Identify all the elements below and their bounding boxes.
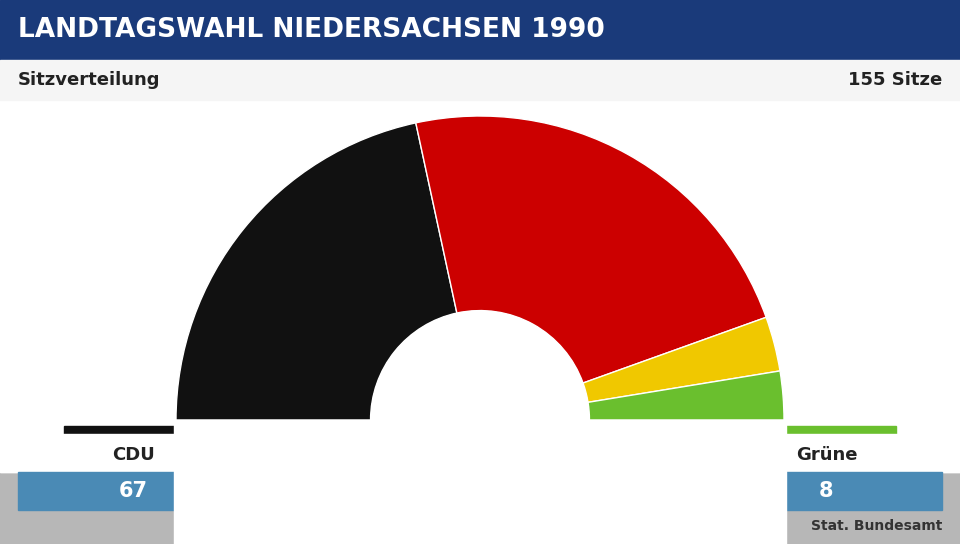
Bar	[0, 60, 960, 100]
Wedge shape	[416, 116, 766, 383]
Bar	[296, 426, 434, 436]
Wedge shape	[371, 311, 589, 420]
Wedge shape	[176, 123, 457, 420]
Text: 8: 8	[819, 481, 833, 501]
Text: 155 Sitze: 155 Sitze	[848, 71, 942, 89]
Text: Grüne: Grüne	[796, 446, 857, 464]
Bar	[757, 426, 896, 436]
Text: LANDTAGSWAHL NIEDERSACHSEN 1990: LANDTAGSWAHL NIEDERSACHSEN 1990	[18, 17, 605, 43]
Text: 9: 9	[588, 481, 603, 501]
Bar	[0, 434, 960, 440]
Text: CDU: CDU	[112, 446, 155, 464]
Wedge shape	[583, 317, 780, 403]
Text: Sitzverteilung: Sitzverteilung	[18, 71, 160, 89]
Bar	[0, 438, 960, 472]
Bar	[0, 0, 960, 60]
Bar	[526, 426, 665, 436]
Text: Stat. Bundesamt: Stat. Bundesamt	[810, 519, 942, 533]
Bar	[64, 426, 203, 436]
Bar	[18, 472, 942, 510]
Text: SPD: SPD	[344, 446, 385, 464]
Text: 67: 67	[119, 481, 148, 501]
Text: 71: 71	[350, 481, 379, 501]
Bar	[0, 100, 960, 438]
Bar	[174, 420, 786, 544]
Text: FDP: FDP	[575, 446, 615, 464]
Wedge shape	[588, 371, 784, 420]
Bar	[0, 100, 960, 472]
